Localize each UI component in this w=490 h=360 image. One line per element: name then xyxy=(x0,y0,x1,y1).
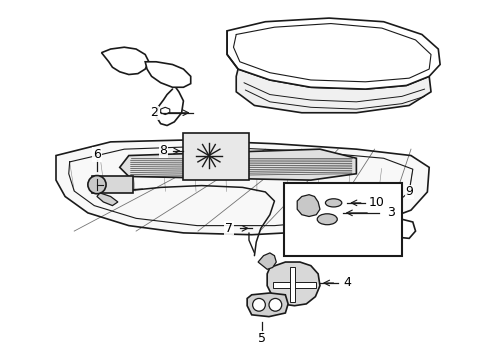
Polygon shape xyxy=(56,140,429,235)
Polygon shape xyxy=(247,293,288,317)
Bar xyxy=(93,176,133,193)
Text: 10: 10 xyxy=(368,196,384,210)
Text: 8: 8 xyxy=(159,144,168,157)
Polygon shape xyxy=(236,69,431,113)
Ellipse shape xyxy=(325,199,342,207)
Polygon shape xyxy=(145,62,191,87)
Polygon shape xyxy=(335,192,349,213)
Polygon shape xyxy=(272,282,317,288)
Bar xyxy=(284,183,402,256)
Polygon shape xyxy=(97,193,118,206)
Text: 9: 9 xyxy=(405,185,413,198)
Polygon shape xyxy=(258,253,276,269)
Text: 5: 5 xyxy=(258,332,266,345)
Circle shape xyxy=(88,176,106,194)
Circle shape xyxy=(269,298,282,311)
Polygon shape xyxy=(120,149,356,180)
Text: 2: 2 xyxy=(150,106,158,119)
Circle shape xyxy=(253,298,266,311)
Polygon shape xyxy=(101,47,149,75)
Polygon shape xyxy=(290,267,295,302)
Polygon shape xyxy=(227,18,440,89)
Polygon shape xyxy=(397,219,416,238)
Bar xyxy=(183,133,249,180)
Polygon shape xyxy=(297,195,320,216)
Text: 6: 6 xyxy=(93,148,101,161)
Text: 3: 3 xyxy=(387,206,395,219)
Ellipse shape xyxy=(317,214,337,225)
Text: 4: 4 xyxy=(343,276,351,289)
Text: 7: 7 xyxy=(225,222,233,235)
Text: 1: 1 xyxy=(489,33,490,46)
Polygon shape xyxy=(267,262,320,306)
